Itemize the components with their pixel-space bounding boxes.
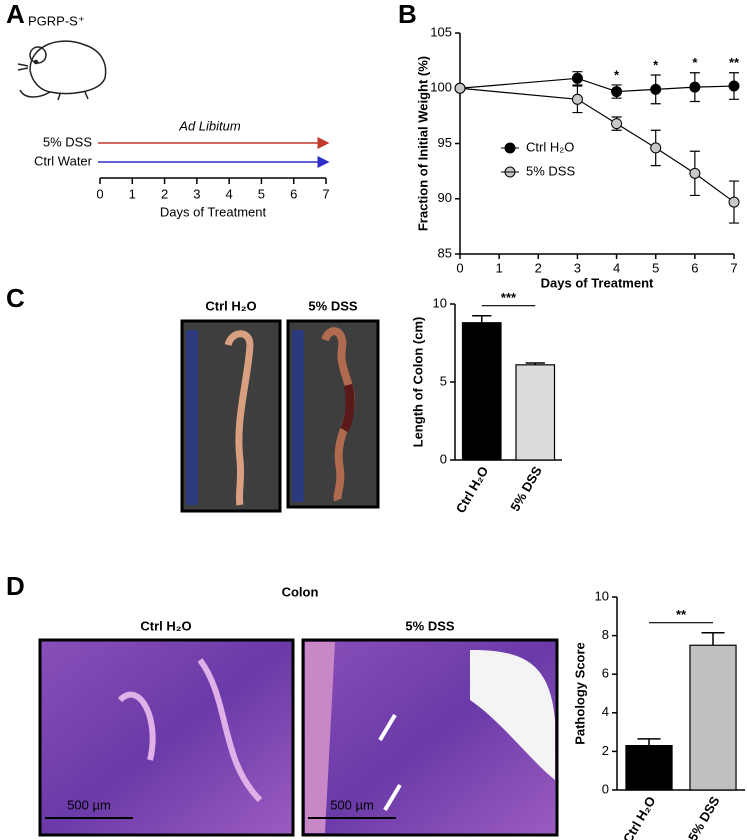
scale-label: 500 µm xyxy=(330,797,374,812)
x-tick-label: 2 xyxy=(535,260,542,275)
tick-label: 5 xyxy=(258,186,265,201)
tick-label: 7 xyxy=(322,186,329,201)
legend-label: 5% DSS xyxy=(526,163,575,178)
strain-label: PGRP-S⁺ xyxy=(28,13,85,28)
x-tick-label: 4 xyxy=(613,260,620,275)
significance: *** xyxy=(501,290,517,305)
y-tick-label: 2 xyxy=(602,743,609,758)
colon-dark xyxy=(339,383,355,433)
mouse-icon xyxy=(17,40,107,101)
point xyxy=(454,82,466,94)
line xyxy=(459,77,735,93)
photo-label: Ctrl H₂O xyxy=(140,618,191,633)
significance: * xyxy=(692,55,698,70)
significance: ** xyxy=(729,55,740,70)
photo-label: 5% DSS xyxy=(405,618,454,633)
point xyxy=(650,83,662,95)
y-tick-label: 100 xyxy=(430,80,452,95)
bar xyxy=(515,364,556,461)
tick-label: 6 xyxy=(290,186,297,201)
tick-label: 3 xyxy=(193,186,200,201)
point xyxy=(650,142,662,154)
x-tick-label: 7 xyxy=(730,260,737,275)
bar xyxy=(625,745,673,791)
y-tick-label: 5 xyxy=(440,373,447,388)
x-tick-label: Ctrl H₂O xyxy=(453,464,492,516)
y-tick-label: 105 xyxy=(430,24,452,39)
panel-label: A xyxy=(6,0,25,29)
ruler xyxy=(186,330,198,505)
arrow-label: 5% DSS xyxy=(43,134,92,149)
y-tick-label: 0 xyxy=(440,451,447,466)
y-tick-label: 8 xyxy=(602,627,609,642)
x-tick-label: 5 xyxy=(652,260,659,275)
line xyxy=(459,87,735,203)
y-tick-label: 10 xyxy=(433,295,447,310)
point xyxy=(571,93,583,105)
error-bar xyxy=(701,631,725,646)
arrow xyxy=(378,713,402,812)
lumen xyxy=(470,650,555,780)
point xyxy=(728,196,740,208)
bar xyxy=(461,322,502,461)
error-bar xyxy=(472,314,492,323)
x-tick-label: 6 xyxy=(691,260,698,275)
photo-label: 5% DSS xyxy=(308,298,357,313)
photo-label: Ctrl H₂O xyxy=(205,298,256,313)
x-tick-label: 3 xyxy=(574,260,581,275)
point xyxy=(571,72,583,84)
note: Ad Libitum xyxy=(178,118,241,133)
ruler xyxy=(292,330,304,502)
tick-label: 1 xyxy=(129,186,136,201)
y-tick-label: 6 xyxy=(602,666,609,681)
legend-label: Ctrl H₂O xyxy=(526,139,574,154)
significance: * xyxy=(614,67,620,82)
tissue-detail xyxy=(305,642,335,833)
x-tick-label: 0 xyxy=(456,260,463,275)
error-bar xyxy=(637,738,661,746)
panel-title: Colon xyxy=(282,584,319,599)
x-axis-title: Days of Treatment xyxy=(541,275,654,290)
scale-label: 500 µm xyxy=(67,797,111,812)
y-tick-label: 0 xyxy=(602,781,609,796)
point xyxy=(611,118,623,130)
y-tick-label: 95 xyxy=(438,135,452,150)
panel-label: C xyxy=(6,283,25,313)
arrow-label: Ctrl Water xyxy=(34,153,93,168)
panel-label: B xyxy=(398,0,417,29)
x-tick-label: 1 xyxy=(496,260,503,275)
x-tick-label: 5% DSS xyxy=(685,793,723,840)
y-tick-label: 85 xyxy=(438,245,452,260)
y-tick-label: 90 xyxy=(438,190,452,205)
x-tick-label: Ctrl H₂O xyxy=(620,794,659,840)
point xyxy=(611,86,623,98)
y-axis-title: Length of Colon (cm) xyxy=(410,317,425,448)
axis-title: Days of Treatment xyxy=(160,204,267,219)
significance: ** xyxy=(676,607,687,622)
y-tick-label: 4 xyxy=(602,704,609,719)
bar xyxy=(689,644,737,791)
histology xyxy=(38,638,295,837)
panel-label: D xyxy=(6,571,25,601)
y-axis-title: Fraction of Initial Weight (%) xyxy=(415,56,430,231)
point xyxy=(728,80,740,92)
y-axis-title: Pathology Score xyxy=(572,642,587,745)
y-tick-label: 10 xyxy=(595,588,609,603)
x-tick-label: 5% DSS xyxy=(507,463,545,513)
tick-label: 4 xyxy=(226,186,233,201)
colon xyxy=(224,330,254,506)
tick-label: 0 xyxy=(96,186,103,201)
tick-label: 2 xyxy=(161,186,168,201)
tissue-detail xyxy=(117,658,263,803)
colon-photo xyxy=(180,319,282,513)
significance: * xyxy=(653,57,659,72)
point xyxy=(689,167,701,179)
point xyxy=(689,81,701,93)
